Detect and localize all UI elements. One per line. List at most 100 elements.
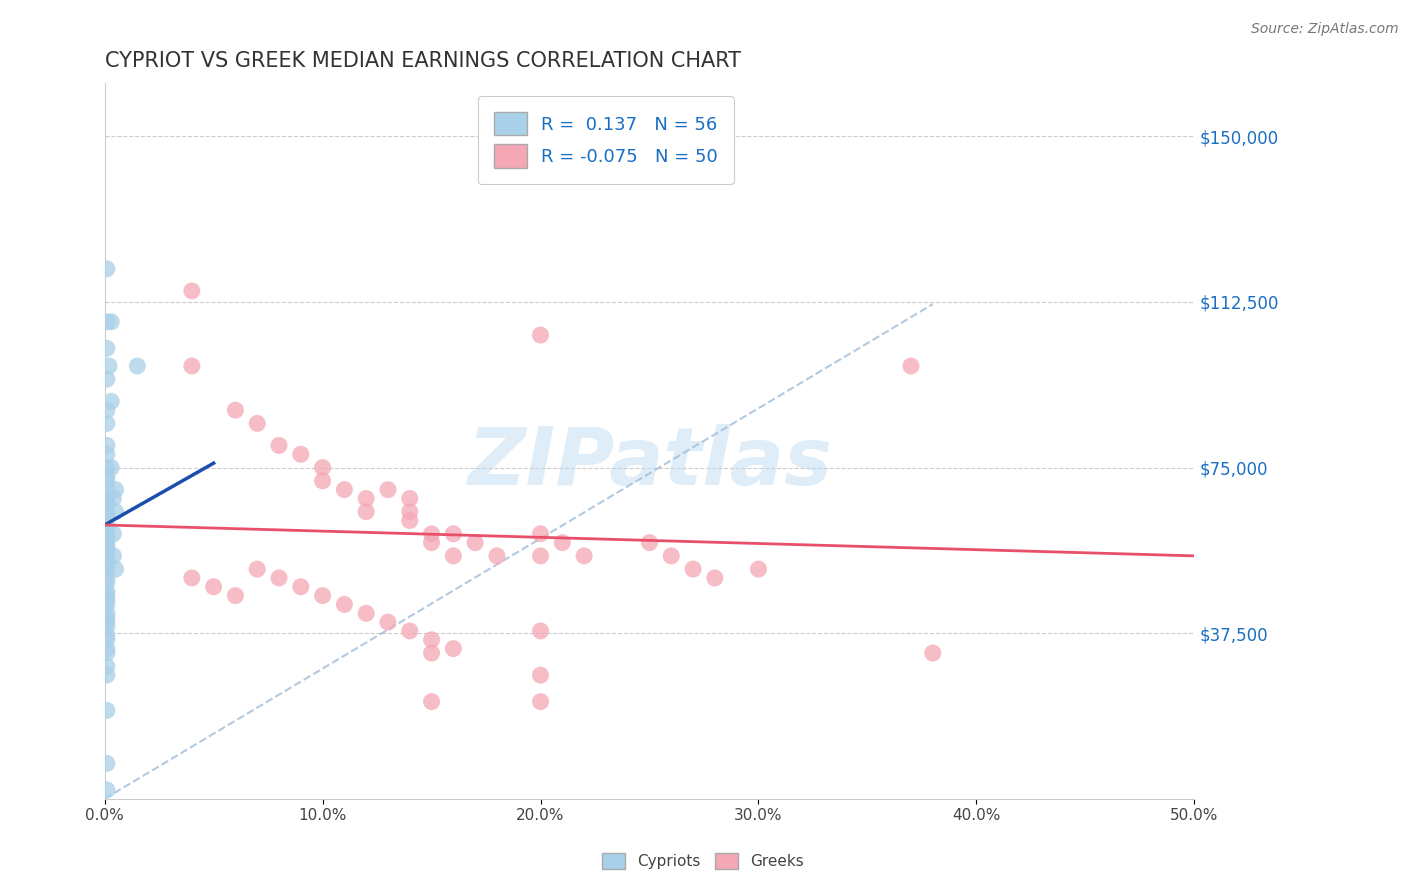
Point xyxy=(246,562,269,576)
Point xyxy=(96,261,118,276)
Point xyxy=(96,619,118,633)
Point xyxy=(96,549,118,563)
Point xyxy=(180,284,202,298)
Point xyxy=(96,531,118,545)
Point xyxy=(96,483,118,497)
Legend: R =  0.137   N = 56, R = -0.075   N = 50: R = 0.137 N = 56, R = -0.075 N = 50 xyxy=(478,96,734,184)
Point xyxy=(96,562,118,576)
Point xyxy=(246,417,269,431)
Point xyxy=(96,438,118,452)
Point xyxy=(100,394,122,409)
Point xyxy=(96,315,118,329)
Point xyxy=(921,646,943,660)
Point xyxy=(420,695,443,709)
Point xyxy=(100,315,122,329)
Text: ZIPatlas: ZIPatlas xyxy=(467,424,832,501)
Point xyxy=(638,535,661,549)
Point xyxy=(96,703,118,717)
Legend: Cypriots, Greeks: Cypriots, Greeks xyxy=(596,847,810,875)
Point xyxy=(290,580,312,594)
Point xyxy=(96,558,118,572)
Point xyxy=(96,607,118,621)
Point xyxy=(572,549,595,563)
Point xyxy=(529,549,551,563)
Point xyxy=(224,403,246,417)
Point xyxy=(529,526,551,541)
Point xyxy=(96,641,118,656)
Point xyxy=(96,756,118,771)
Point xyxy=(333,483,356,497)
Point xyxy=(96,341,118,355)
Point xyxy=(290,447,312,461)
Point xyxy=(267,571,290,585)
Point xyxy=(103,526,125,541)
Point xyxy=(398,491,420,506)
Point xyxy=(551,535,574,549)
Point xyxy=(96,496,118,510)
Point xyxy=(659,549,682,563)
Point xyxy=(398,505,420,519)
Point xyxy=(420,535,443,549)
Point xyxy=(96,783,118,797)
Point xyxy=(96,628,118,642)
Point xyxy=(529,668,551,682)
Point xyxy=(96,646,118,660)
Point xyxy=(104,505,127,519)
Point xyxy=(529,695,551,709)
Point xyxy=(224,589,246,603)
Point xyxy=(311,589,333,603)
Point xyxy=(96,615,118,629)
Point xyxy=(529,624,551,638)
Point xyxy=(202,580,225,594)
Point xyxy=(96,469,118,483)
Point xyxy=(96,598,118,612)
Point xyxy=(96,447,118,461)
Point xyxy=(180,359,202,373)
Point xyxy=(311,460,333,475)
Point xyxy=(441,549,464,563)
Point xyxy=(96,403,118,417)
Point xyxy=(96,584,118,599)
Text: Source: ZipAtlas.com: Source: ZipAtlas.com xyxy=(1251,22,1399,37)
Point xyxy=(96,372,118,386)
Point xyxy=(104,562,127,576)
Point xyxy=(703,571,725,585)
Text: CYPRIOT VS GREEK MEDIAN EARNINGS CORRELATION CHART: CYPRIOT VS GREEK MEDIAN EARNINGS CORRELA… xyxy=(104,51,741,70)
Point xyxy=(96,518,118,533)
Point xyxy=(96,526,118,541)
Point xyxy=(98,359,121,373)
Point xyxy=(96,460,118,475)
Point xyxy=(900,359,922,373)
Point xyxy=(420,526,443,541)
Point xyxy=(180,571,202,585)
Point xyxy=(485,549,508,563)
Point xyxy=(377,483,399,497)
Point xyxy=(398,514,420,528)
Point xyxy=(96,491,118,506)
Point xyxy=(96,659,118,673)
Point xyxy=(441,526,464,541)
Point xyxy=(96,571,118,585)
Point xyxy=(420,646,443,660)
Point xyxy=(354,505,377,519)
Point xyxy=(96,593,118,607)
Point xyxy=(311,474,333,488)
Point xyxy=(354,491,377,506)
Point xyxy=(96,505,118,519)
Point xyxy=(103,549,125,563)
Point xyxy=(464,535,486,549)
Point xyxy=(100,460,122,475)
Point xyxy=(96,632,118,647)
Point xyxy=(104,483,127,497)
Point xyxy=(96,544,118,558)
Point xyxy=(96,668,118,682)
Point xyxy=(267,438,290,452)
Point xyxy=(420,632,443,647)
Point xyxy=(441,641,464,656)
Point xyxy=(96,575,118,590)
Point xyxy=(398,624,420,638)
Point xyxy=(96,417,118,431)
Point xyxy=(747,562,769,576)
Point xyxy=(377,615,399,629)
Point xyxy=(529,328,551,343)
